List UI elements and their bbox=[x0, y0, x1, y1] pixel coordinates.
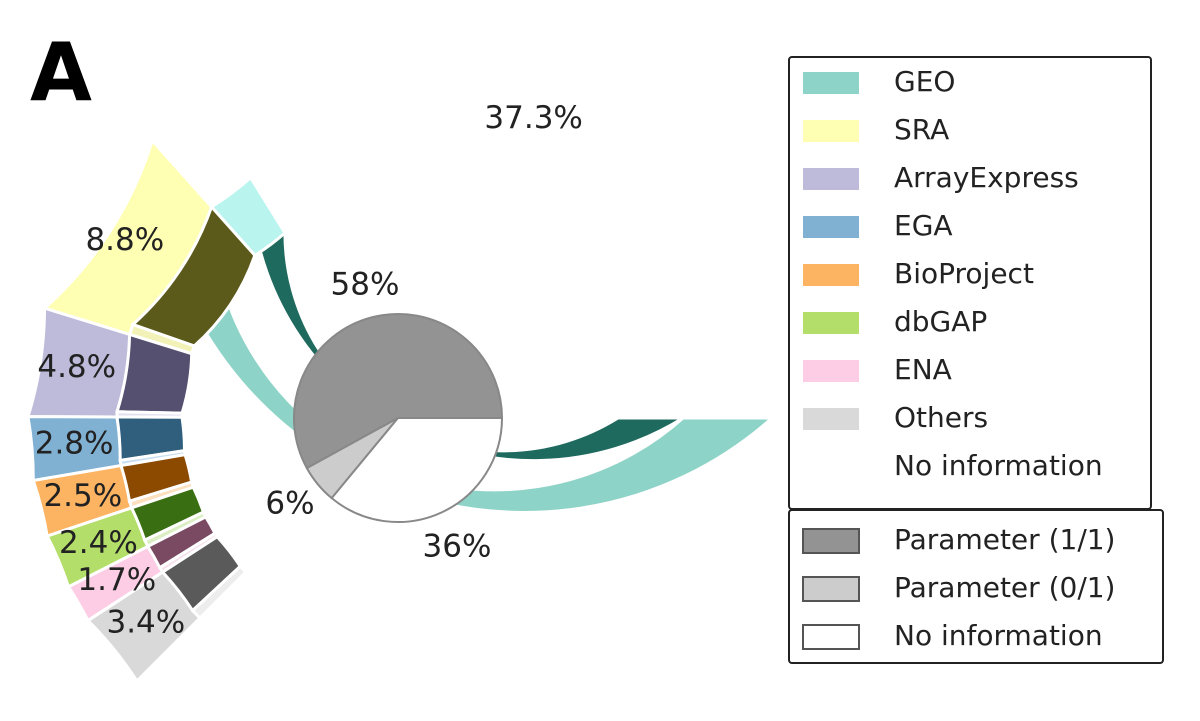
legend-label-param-parameter-1-1: Parameter (1/1) bbox=[894, 523, 1115, 556]
legend-parameters-frame bbox=[788, 509, 1164, 664]
legend-label-bioproject: BioProject bbox=[894, 257, 1034, 290]
outer-label-others: 3.4% bbox=[106, 604, 185, 640]
legend-swatch-arrayexpress bbox=[803, 168, 859, 190]
inner-slice-others-param-0-1 bbox=[190, 564, 248, 621]
pie-label-parameter-0-1: 6% bbox=[265, 486, 314, 522]
legend-label-ena: ENA bbox=[894, 353, 952, 386]
legend-label-param-no-information: No information bbox=[894, 619, 1103, 652]
pie-slice-parameter-1-1 bbox=[293, 313, 504, 470]
center-pie: 58% 6% 36% bbox=[265, 267, 504, 565]
outer-label-geo: 37.3% bbox=[484, 100, 582, 136]
legend-swatch-others bbox=[803, 408, 859, 430]
legend-swatch-no-information bbox=[803, 456, 859, 478]
outer-label-dbgap: 2.4% bbox=[59, 525, 138, 561]
pie-label-no-information: 36% bbox=[423, 529, 492, 565]
legend-swatch-ega bbox=[803, 216, 859, 238]
outer-label-sra: 8.8% bbox=[85, 222, 164, 258]
legend-swatch-dbgap bbox=[803, 312, 859, 334]
pie-slice-no-information bbox=[330, 417, 504, 523]
outer-label-ega: 2.8% bbox=[35, 425, 114, 461]
outer-label-bioproject: 2.5% bbox=[43, 478, 122, 514]
legend-label-param-parameter-0-1: Parameter (0/1) bbox=[894, 571, 1115, 604]
legend-swatch-param-no-information bbox=[802, 624, 860, 650]
panel-label: A bbox=[30, 26, 92, 119]
legend-swatch-sra bbox=[803, 120, 859, 142]
legend-swatch-bioproject bbox=[803, 264, 859, 286]
legend-swatch-ena bbox=[803, 360, 859, 382]
legend-swatch-param-parameter-0-1 bbox=[802, 576, 860, 602]
legend-label-no-information: No information bbox=[894, 449, 1103, 482]
legend-label-geo: GEO bbox=[894, 65, 955, 98]
legend-repositories: GEO SRA ArrayExpress EGA BioProject dbGAP ENA O… bbox=[788, 56, 1152, 510]
legend-label-others: Others bbox=[894, 401, 988, 434]
outer-label-arrayexpress: 4.8% bbox=[37, 349, 116, 385]
pie-label-parameter-1-1: 58% bbox=[331, 267, 400, 303]
legend-swatch-param-parameter-1-1 bbox=[802, 528, 860, 554]
legend-parameters: Parameter (1/1) Parameter (0/1) No informa… bbox=[788, 509, 1164, 664]
outer-label-ena: 1.7% bbox=[77, 562, 156, 598]
legend-label-sra: SRA bbox=[894, 113, 949, 146]
inner-ring bbox=[115, 172, 689, 621]
legend-label-ega: EGA bbox=[894, 209, 953, 242]
legend-label-dbgap: dbGAP bbox=[894, 305, 987, 338]
legend-label-arrayexpress: ArrayExpress bbox=[894, 161, 1079, 194]
legend-swatch-geo bbox=[803, 72, 859, 94]
outer-ring-labels: 37.3% 8.8% 4.8% 2.8% 2.5% 2.4%1.7% 3.4% bbox=[35, 100, 583, 640]
